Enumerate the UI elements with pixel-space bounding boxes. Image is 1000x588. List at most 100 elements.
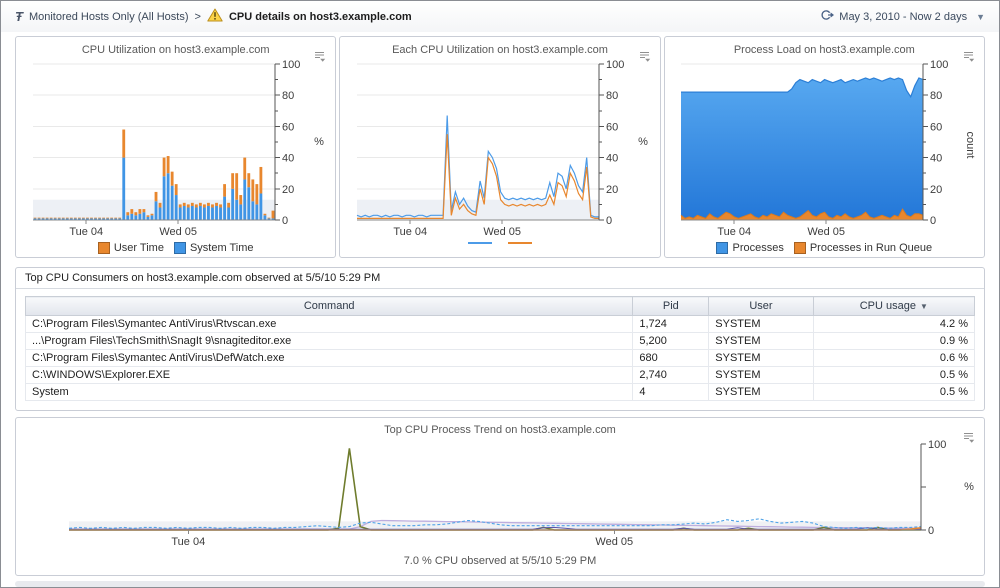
table-row[interactable]: C:\WINDOWS\Explorer.EXE 2,740 SYSTEM 0.5 % <box>24 366 976 384</box>
svg-text:Wed 05: Wed 05 <box>483 226 521 238</box>
cell-command: System <box>24 383 634 401</box>
svg-text:100: 100 <box>930 59 948 71</box>
svg-text:0: 0 <box>928 525 934 537</box>
legend-label: User Time <box>113 242 164 254</box>
svg-text:100: 100 <box>606 59 624 71</box>
column-header-command[interactable]: Command <box>24 296 634 316</box>
svg-text:Wed 05: Wed 05 <box>808 226 846 238</box>
svg-text:Wed 05: Wed 05 <box>159 226 197 238</box>
breadcrumb-separator: > <box>194 10 201 23</box>
cell-pid: 4 <box>632 383 710 401</box>
chart-title: Process Load on host3.example.com <box>733 44 915 56</box>
legend-item: Processes in Run Queue <box>793 242 932 254</box>
time-range-label: May 3, 2010 - Now 2 days <box>839 10 968 23</box>
svg-text:%: % <box>314 136 324 148</box>
top-charts-row: CPU Utilization on host3.example.com Tue… <box>1 32 999 264</box>
table-row[interactable]: System 4 SYSTEM 0.5 % <box>24 383 976 401</box>
legend-swatch <box>467 242 492 244</box>
chart-menu-icon[interactable] <box>313 50 326 66</box>
svg-text:Tue 04: Tue 04 <box>393 226 427 238</box>
warning-icon <box>207 8 223 25</box>
svg-text:80: 80 <box>606 90 618 102</box>
drill-up-icon[interactable]: Ŧ <box>15 9 23 24</box>
legend-swatch <box>173 242 186 254</box>
column-header-pid[interactable]: Pid <box>632 296 710 316</box>
chart-title: CPU Utilization on host3.example.com <box>81 44 270 56</box>
trend-chart-canvas: Tue 04 Wed 05 0 100% <box>68 439 974 548</box>
breadcrumb: Ŧ Monitored Hosts Only (All Hosts) > CPU… <box>15 8 412 25</box>
legend-label: Processes <box>732 242 784 254</box>
svg-text:40: 40 <box>606 153 618 165</box>
consumers-table-body: C:\Program Files\Symantec AntiVirus\Rtvs… <box>24 315 976 401</box>
column-header-cpu-usage[interactable]: CPU usage ▼ <box>812 296 976 316</box>
svg-text:40: 40 <box>930 153 942 165</box>
cell-cpu: 0.5 % <box>812 366 976 384</box>
cell-pid: 1,724 <box>632 315 710 333</box>
svg-text:60: 60 <box>930 121 942 133</box>
svg-text:80: 80 <box>282 90 294 102</box>
cpu-utilization-legend: User Time System Time <box>16 242 335 254</box>
cell-pid: 5,200 <box>632 332 710 350</box>
cell-pid: 680 <box>632 349 710 367</box>
legend-item: User Time <box>97 242 164 254</box>
top-bar: Ŧ Monitored Hosts Only (All Hosts) > CPU… <box>1 1 999 32</box>
time-range-icon <box>820 9 835 24</box>
legend-swatch <box>97 242 110 254</box>
top-cpu-consumers-table: Command Pid User CPU usage ▼ C:\Program F… <box>24 296 976 401</box>
process-load-legend: Processes Processes in Run Queue <box>665 242 984 254</box>
each-cpu-utilization-panel: Each CPU Utilization on host3.example.co… <box>339 36 661 258</box>
each-cpu-legend <box>340 242 659 244</box>
svg-text:20: 20 <box>606 184 618 196</box>
cell-cpu: 0.9 % <box>812 332 976 350</box>
chart-menu-icon[interactable] <box>962 50 975 66</box>
trend-caption: 7.0 % CPU observed at 5/5/10 5:29 PM <box>403 555 597 567</box>
chart-menu-icon[interactable] <box>962 431 975 447</box>
chart-title: Each CPU Utilization on host3.example.co… <box>392 44 608 56</box>
cell-command: ...\Program Files\TechSmith\SnagIt 9\sna… <box>24 332 634 350</box>
svg-text:80: 80 <box>930 90 942 102</box>
svg-text:40: 40 <box>282 153 294 165</box>
cpu-utilization-chart-canvas: Tue 04 Wed 05 0 20 40 60 80 100% <box>32 59 324 238</box>
table-header-row: Command Pid User CPU usage ▼ <box>24 296 976 316</box>
cell-cpu: 0.6 % <box>812 349 976 367</box>
legend-item <box>505 242 535 244</box>
top-cpu-process-trend-panel: Top CPU Process Trend on host3.example.c… <box>15 417 985 576</box>
table-title: Top CPU Consumers on host3.example.com o… <box>16 268 984 289</box>
process-load-chart-canvas: Tue 04 Wed 05 0 20 40 60 80 100 count <box>681 59 976 238</box>
svg-text:60: 60 <box>606 121 618 133</box>
cell-command: C:\Program Files\Symantec AntiVirus\DefW… <box>24 349 634 367</box>
cpu-utilization-panel: CPU Utilization on host3.example.com Tue… <box>15 36 337 258</box>
cell-command: C:\Program Files\Symantec AntiVirus\Rtvs… <box>24 315 634 333</box>
cell-user: SYSTEM <box>708 315 814 333</box>
legend-item <box>465 242 495 244</box>
legend-swatch <box>793 242 806 254</box>
legend-label: System Time <box>189 242 254 254</box>
time-range-selector[interactable]: May 3, 2010 - Now 2 days ▼ <box>820 9 985 24</box>
table-row[interactable]: ...\Program Files\TechSmith\SnagIt 9\sna… <box>24 332 976 350</box>
legend-item: System Time <box>173 242 254 254</box>
svg-text:count: count <box>964 132 976 159</box>
chart-menu-icon[interactable] <box>638 50 651 66</box>
sort-descending-icon: ▼ <box>920 302 928 311</box>
svg-text:0: 0 <box>282 215 288 227</box>
legend-item: Processes <box>716 242 784 254</box>
svg-text:100: 100 <box>928 439 946 451</box>
process-load-panel: Process Load on host3.example.com Tue 04… <box>663 36 985 258</box>
svg-text:60: 60 <box>282 121 294 133</box>
table-row[interactable]: C:\Program Files\Symantec AntiVirus\DefW… <box>24 349 976 367</box>
svg-text:Tue 04: Tue 04 <box>171 536 205 548</box>
column-header-user[interactable]: User <box>708 296 814 316</box>
cell-cpu: 4.2 % <box>812 315 976 333</box>
legend-swatch <box>507 242 532 244</box>
svg-text:Tue 04: Tue 04 <box>69 226 103 238</box>
each-cpu-chart-canvas: Tue 04 Wed 05 0 20 40 60 80 100% <box>356 59 648 238</box>
breadcrumb-link-monitored-hosts[interactable]: Monitored Hosts Only (All Hosts) <box>28 10 189 23</box>
svg-text:Wed 05: Wed 05 <box>595 536 633 548</box>
table-row[interactable]: C:\Program Files\Symantec AntiVirus\Rtvs… <box>24 315 976 333</box>
legend-swatch <box>716 242 729 254</box>
cell-cpu: 0.5 % <box>812 383 976 401</box>
svg-text:Tue 04: Tue 04 <box>718 226 752 238</box>
time-range-dropdown-icon[interactable]: ▼ <box>976 11 985 22</box>
svg-text:100: 100 <box>282 59 300 71</box>
